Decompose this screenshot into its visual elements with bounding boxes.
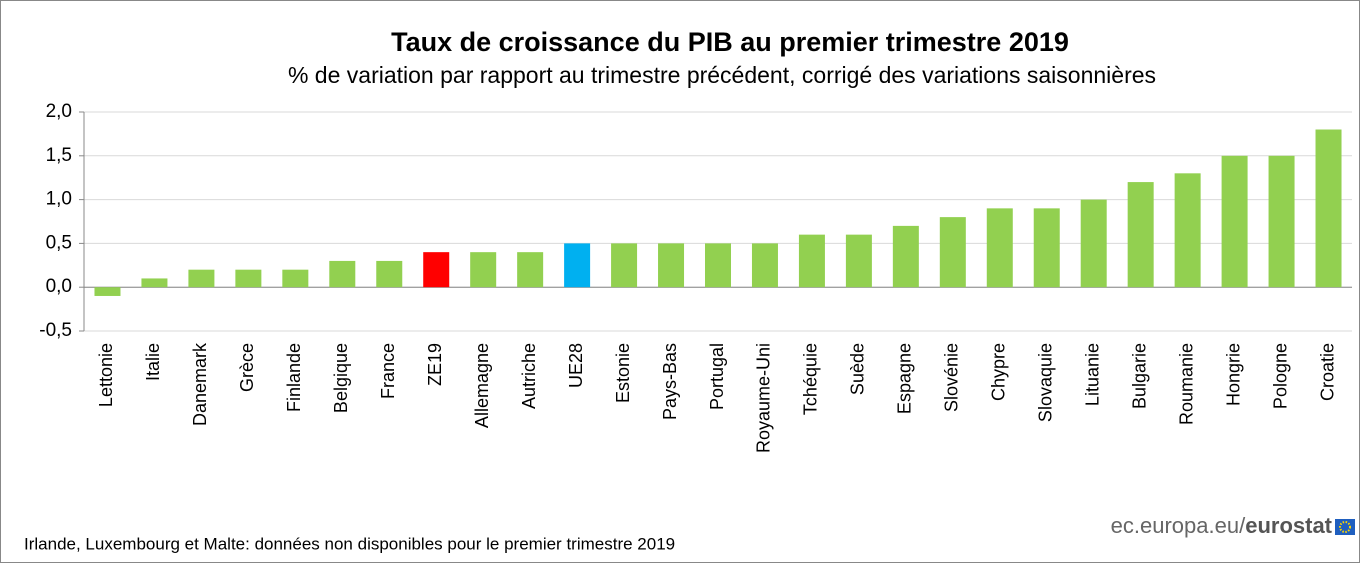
bar bbox=[1033, 208, 1060, 288]
x-tick-label: Espagne bbox=[895, 343, 915, 414]
x-tick-label: Grèce bbox=[237, 343, 257, 392]
bar bbox=[1315, 129, 1342, 288]
x-tick-label: Croatie bbox=[1317, 343, 1337, 401]
y-tick-label: 2,0 bbox=[46, 101, 72, 122]
x-tick-label: UE28 bbox=[566, 343, 586, 388]
bar bbox=[470, 252, 497, 288]
bar bbox=[517, 252, 544, 288]
x-tick-label: Autriche bbox=[519, 343, 539, 409]
bar bbox=[1268, 155, 1295, 288]
bar bbox=[751, 243, 778, 288]
x-tick-label: Lettonie bbox=[96, 343, 116, 407]
x-tick-label: Slovénie bbox=[942, 343, 962, 412]
x-tick-label: Italie bbox=[143, 343, 163, 381]
x-tick-label: Pays-Bas bbox=[660, 343, 680, 420]
eu-stars bbox=[1339, 521, 1351, 533]
bar bbox=[1221, 155, 1248, 288]
bar bbox=[329, 260, 356, 288]
y-tick-label: 1,0 bbox=[46, 189, 72, 210]
source: ec.europa.eu/eurostat bbox=[1111, 513, 1333, 538]
x-tick-label: Estonie bbox=[613, 343, 633, 403]
y-tick-label: 0,0 bbox=[46, 276, 72, 297]
chart-title: Taux de croissance du PIB au premier tri… bbox=[391, 27, 1069, 57]
x-tick-label: Lituanie bbox=[1082, 343, 1102, 406]
bar bbox=[1080, 199, 1107, 288]
bar bbox=[986, 208, 1013, 288]
y-tick-label: 0,5 bbox=[46, 232, 72, 253]
x-tick-label: Chypre bbox=[989, 343, 1009, 401]
x-tick-label: Finlande bbox=[284, 343, 304, 412]
y-tick-label: -0,5 bbox=[39, 320, 72, 341]
eu-flag bbox=[1335, 519, 1355, 535]
bar bbox=[611, 243, 638, 288]
footnote: Irlande, Luxembourg et Malte: données no… bbox=[24, 534, 675, 553]
bar bbox=[423, 252, 450, 288]
x-tick-label: Belgique bbox=[331, 343, 351, 413]
x-tick-label: Slovaquie bbox=[1035, 343, 1055, 422]
x-tick-label: France bbox=[378, 343, 398, 399]
bar bbox=[939, 217, 966, 288]
x-tick-label: Pologne bbox=[1270, 343, 1290, 409]
bar bbox=[564, 243, 591, 288]
y-tick-label: 1,5 bbox=[46, 145, 72, 166]
bar bbox=[1174, 173, 1201, 288]
x-tick-label: Portugal bbox=[707, 343, 727, 410]
chart-subtitle: % de variation par rapport au trimestre … bbox=[288, 62, 1156, 88]
bar bbox=[235, 269, 262, 288]
x-tick-label: Bulgarie bbox=[1129, 343, 1149, 409]
bar bbox=[705, 243, 731, 288]
x-tick-label: ZE19 bbox=[425, 343, 445, 386]
bar bbox=[282, 269, 309, 288]
source-url: ec.europa.eu/ bbox=[1111, 513, 1246, 538]
bar bbox=[94, 287, 121, 296]
bar bbox=[141, 278, 168, 288]
bar bbox=[845, 234, 872, 288]
x-tick-label: Roumanie bbox=[1176, 343, 1196, 425]
source-brand: eurostat bbox=[1245, 513, 1332, 538]
bar bbox=[188, 269, 215, 288]
bar bbox=[1127, 182, 1154, 288]
x-tick-label: Danemark bbox=[190, 342, 210, 426]
x-tick-label: Suède bbox=[848, 343, 868, 395]
bar bbox=[658, 243, 685, 288]
x-tick-label: Royaume-Uni bbox=[754, 343, 774, 453]
x-tick-label: Tchéquie bbox=[801, 343, 821, 415]
bar bbox=[376, 260, 403, 288]
bar bbox=[892, 225, 919, 288]
x-tick-label: Hongrie bbox=[1223, 343, 1243, 406]
bar bbox=[798, 234, 825, 288]
x-tick-label: Allemagne bbox=[472, 343, 492, 428]
